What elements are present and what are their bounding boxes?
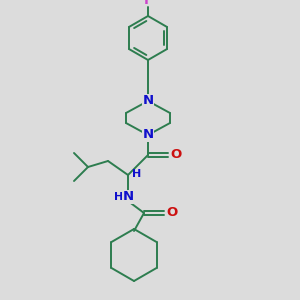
Text: O: O	[170, 148, 182, 161]
Text: N: N	[122, 190, 134, 203]
Text: H: H	[114, 192, 124, 202]
Text: H: H	[132, 169, 142, 179]
Text: N: N	[142, 94, 154, 107]
Text: F: F	[143, 0, 153, 8]
Text: N: N	[142, 128, 154, 142]
Text: O: O	[167, 206, 178, 220]
